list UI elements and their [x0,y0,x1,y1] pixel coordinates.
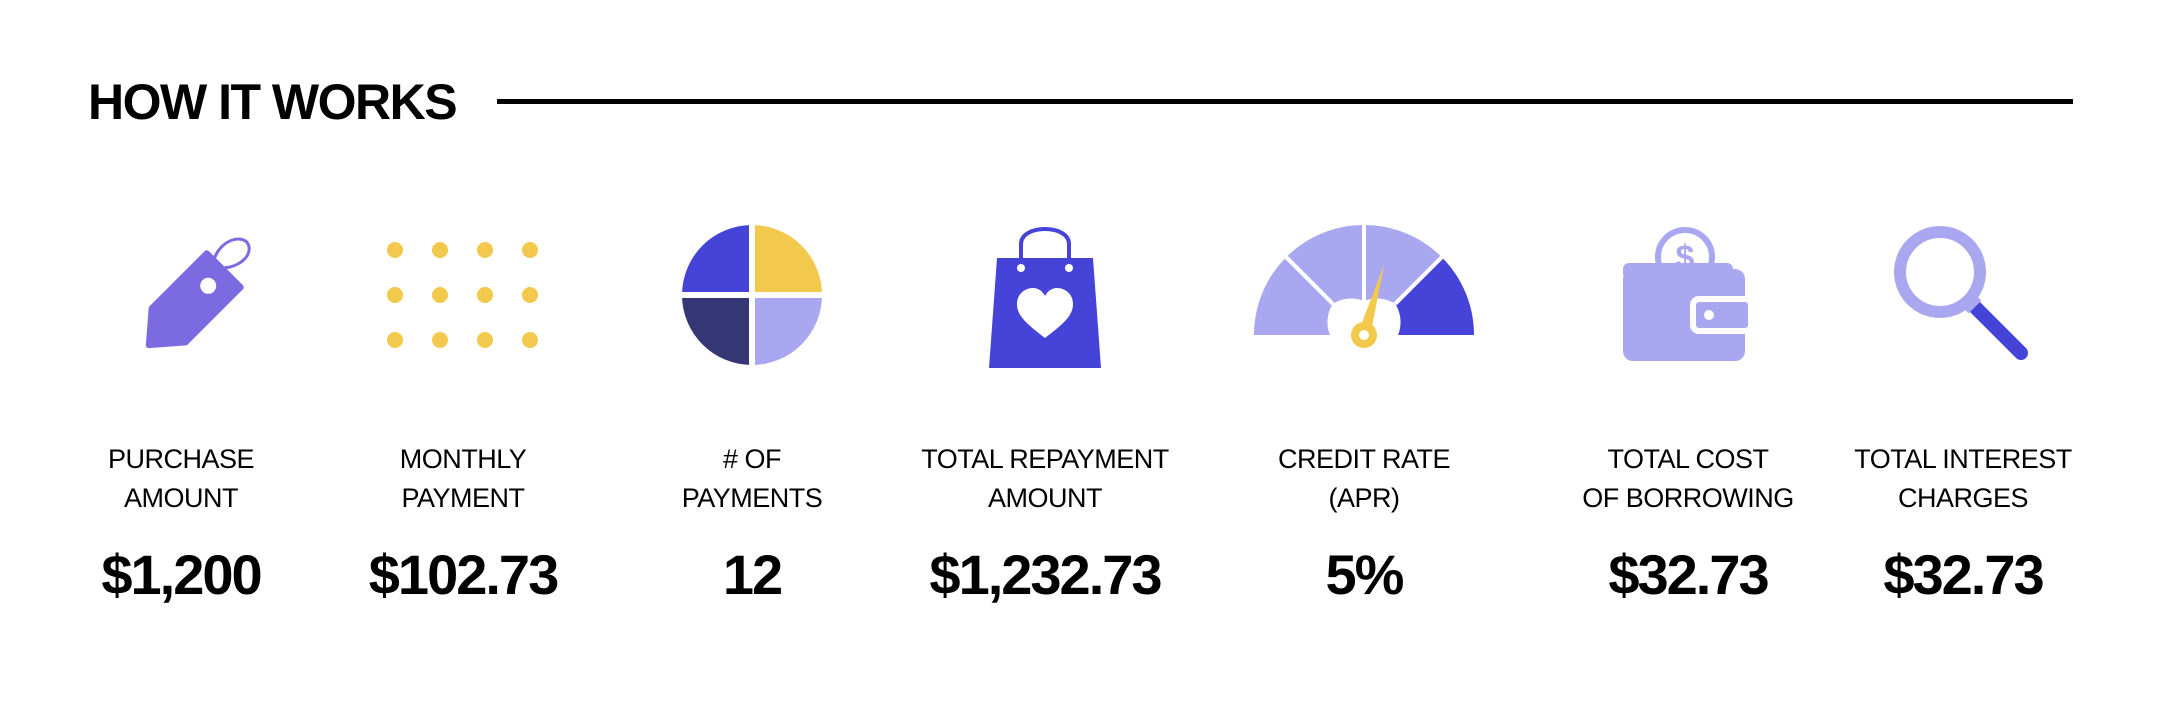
metric-total-cost-of-borrowing: $ TOTAL COST OF BORROWING $32.73 [1558,210,1818,630]
metric-value: 12 [722,543,783,606]
metric-value: $102.73 [368,543,559,606]
metric-label: TOTAL COST OF BORROWING [1582,444,1794,513]
metric-label: TOTAL INTEREST CHARGES [1854,444,2072,513]
metric-value: $1,232.73 [929,543,1162,606]
metric-number-of-payments: # OF PAYMENTS 12 [622,210,882,630]
price-tag-icon [51,210,311,380]
metric-label: PURCHASE AMOUNT [107,444,255,513]
shopping-bag-heart-icon [915,210,1175,380]
wallet-coin-icon: $ [1558,210,1818,380]
metric-total-interest-charges: TOTAL INTEREST CHARGES $32.73 [1833,210,2093,630]
gauge-icon [1234,210,1494,380]
metric-credit-rate: CREDIT RATE (APR) 5% [1234,210,1494,630]
metric-value: 5% [1325,543,1405,606]
metric-label: CREDIT RATE (APR) [1277,444,1451,513]
metric-label: TOTAL REPAYMENT AMOUNT [921,444,1169,513]
dot-grid-icon [333,210,593,380]
section-title: HOW IT WORKS [88,74,458,130]
metric-total-repayment-amount: TOTAL REPAYMENT AMOUNT $1,232.73 [915,210,1175,630]
metric-value: $1,200 [101,543,262,606]
metric-purchase-amount: PURCHASE AMOUNT $1,200 [51,210,311,630]
section-header: HOW IT WORKS [88,72,2073,132]
pie-chart-icon [622,210,882,380]
metric-value: $32.73 [1883,543,2044,606]
magnifying-glass-icon [1833,210,2093,380]
metric-monthly-payment: MONTHLY PAYMENT $102.73 [333,210,593,630]
metric-label: # OF PAYMENTS [681,444,823,513]
metric-label: MONTHLY PAYMENT [399,444,527,513]
header-rule [497,99,2073,104]
metric-value: $32.73 [1608,543,1769,606]
